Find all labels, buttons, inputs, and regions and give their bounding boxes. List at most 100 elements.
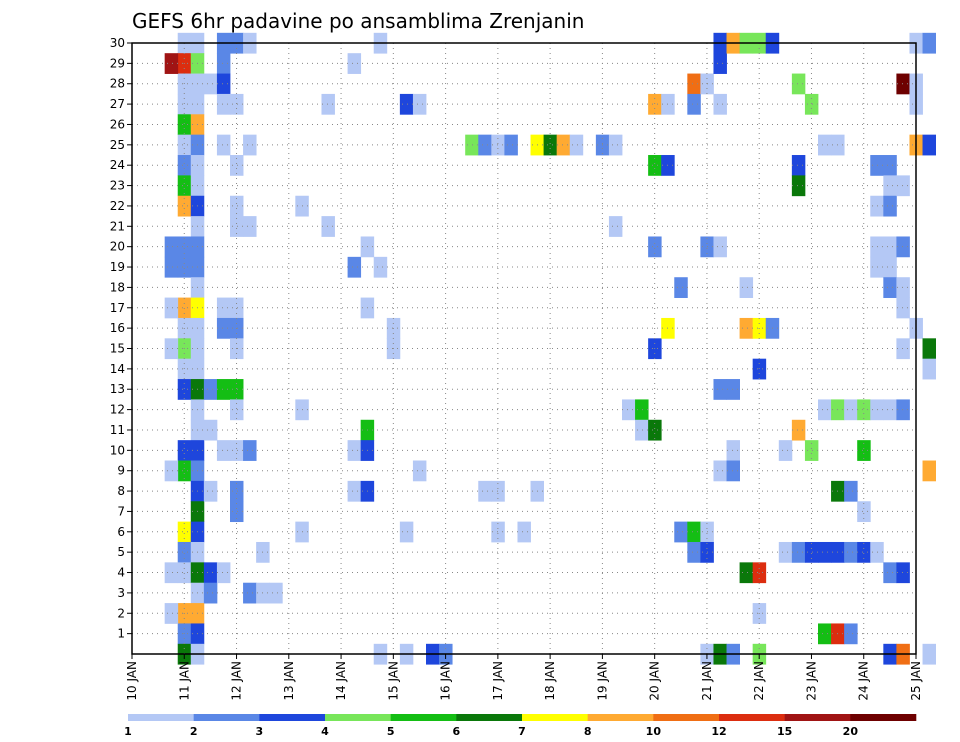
y-tick-label: 10	[110, 443, 125, 457]
heatmap-cell	[556, 134, 571, 156]
y-tick-label: 7	[117, 504, 125, 518]
heatmap-cell	[203, 379, 218, 400]
colorbar-label: 10	[646, 725, 662, 738]
heatmap-cell	[791, 419, 806, 441]
heatmap-cell	[648, 236, 662, 258]
heatmap-cell	[896, 562, 910, 584]
heatmap-cell	[922, 358, 936, 380]
heatmap-cell	[726, 460, 740, 482]
heatmap-cell	[896, 338, 910, 360]
heatmap-cell	[883, 236, 897, 258]
x-tick-label: 17 JAN	[491, 661, 505, 701]
heatmap-cell	[347, 440, 362, 461]
heatmap-cell	[478, 134, 492, 156]
heatmap-cell	[230, 297, 244, 319]
colorbar-label: 4	[321, 725, 329, 738]
heatmap-cell	[883, 256, 897, 278]
heatmap-cell	[896, 175, 910, 197]
heatmap-cell	[791, 175, 806, 197]
heatmap-cell	[883, 155, 897, 176]
heatmap-cell	[177, 134, 192, 156]
heatmap-cell	[922, 32, 936, 54]
colorbar-label: 6	[453, 725, 461, 738]
x-tick-label: 20 JAN	[648, 661, 662, 701]
colorbar-label: 5	[387, 725, 395, 738]
colorbar-label: 7	[518, 725, 526, 738]
heatmap-cell	[216, 297, 231, 319]
heatmap-cell	[230, 399, 244, 421]
heatmap-cell	[818, 399, 832, 421]
heatmap-cell	[752, 358, 767, 380]
colorbar-label: 20	[843, 725, 859, 738]
heatmap-cell	[687, 93, 701, 115]
x-tick-label: 15 JAN	[386, 661, 400, 701]
heatmap-cell	[687, 521, 701, 543]
heatmap-cell	[713, 53, 727, 74]
heatmap-cell	[635, 399, 649, 421]
heatmap-cell	[818, 541, 832, 563]
heatmap-cell	[177, 297, 192, 319]
heatmap-cell	[713, 460, 727, 482]
heatmap-cell	[648, 419, 662, 441]
heatmap-cell	[243, 134, 257, 156]
heatmap-cell	[216, 379, 231, 400]
heatmap-cell	[177, 379, 192, 400]
heatmap-cell	[818, 134, 832, 156]
colorbar-label: 12	[711, 725, 726, 738]
heatmap-cell	[844, 623, 858, 645]
heatmap-cell	[230, 93, 244, 115]
heatmap-cell	[230, 379, 244, 400]
heatmap-cell	[164, 562, 179, 584]
heatmap-cell	[177, 460, 192, 482]
colorbar-swatch	[719, 714, 785, 721]
heatmap-cell	[739, 562, 754, 584]
x-tick-label: 21 JAN	[700, 661, 714, 701]
colorbar-swatch	[390, 714, 457, 721]
heatmap-cell	[857, 541, 871, 563]
y-tick-label: 25	[110, 138, 125, 152]
heatmap-cell	[791, 155, 806, 176]
heatmap-cell	[896, 297, 910, 319]
y-tick-label: 5	[117, 545, 125, 559]
heatmap-cell	[465, 134, 479, 156]
heatmap-cell	[883, 277, 897, 298]
heatmap-cell	[216, 134, 231, 156]
y-tick-label: 8	[117, 484, 125, 498]
x-axis: 10 JAN 11 JAN 12 JAN 13 JAN 14 JAN 15 JAN 16 J…	[125, 654, 923, 701]
y-tick-label: 18	[110, 280, 125, 294]
heatmap-cell	[674, 521, 688, 543]
x-tick-label: 16 JAN	[439, 661, 453, 701]
heatmap-cell	[216, 562, 231, 584]
colorbar-label: 3	[256, 725, 264, 738]
heatmap-cell	[896, 73, 910, 95]
heatmap-cell	[216, 317, 231, 339]
heatmap-cell	[726, 440, 740, 461]
heatmap-cell	[922, 643, 936, 665]
x-tick-label: 10 JAN	[125, 661, 139, 701]
y-tick-label: 26	[110, 117, 125, 131]
heatmap-cell	[177, 236, 192, 258]
heatmap-cell	[164, 603, 179, 624]
heatmap-cell	[230, 440, 244, 461]
heatmap-cell	[164, 256, 179, 278]
colorbar-swatch	[522, 714, 588, 721]
heatmap-cell	[347, 480, 362, 502]
colorbar-label: 2	[190, 725, 198, 738]
y-tick-label: 29	[110, 56, 125, 70]
x-tick-label: 19 JAN	[595, 661, 609, 701]
heatmap-cell	[164, 53, 179, 74]
heatmap-cell	[543, 134, 558, 156]
heatmap-cell	[347, 53, 362, 74]
x-tick-label: 13 JAN	[282, 661, 296, 701]
heatmap-cell	[399, 93, 414, 115]
heatmap-cell	[230, 501, 244, 523]
heatmap-cell	[177, 256, 192, 278]
heatmap-cell	[164, 460, 179, 482]
heatmap-cell	[177, 440, 192, 461]
heatmap-cell	[922, 460, 936, 482]
heatmap-cell	[177, 521, 192, 543]
y-tick-label: 28	[110, 77, 125, 91]
x-tick-label: 14 JAN	[334, 661, 348, 701]
colorbar-swatch	[259, 714, 326, 721]
heatmap-cell	[857, 399, 871, 421]
